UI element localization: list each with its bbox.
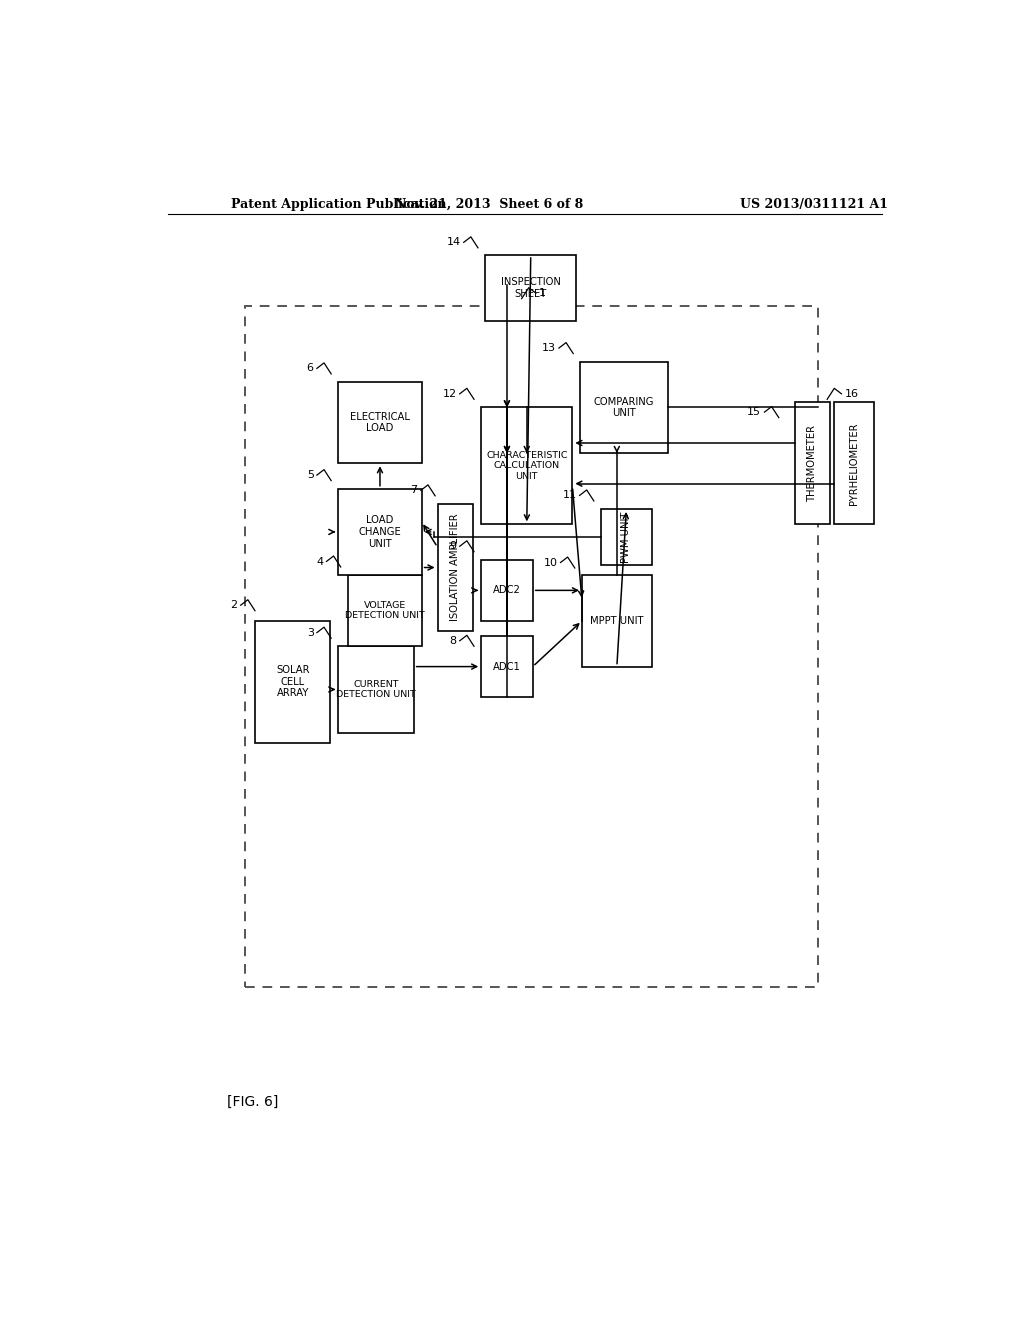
Text: MPPT UNIT: MPPT UNIT <box>590 616 644 626</box>
Text: 3: 3 <box>307 627 313 638</box>
Bar <box>835 403 874 524</box>
Text: Patent Application Publication: Patent Application Publication <box>231 198 446 211</box>
Text: 6: 6 <box>307 363 313 374</box>
Bar <box>485 255 577 321</box>
Text: ADC2: ADC2 <box>493 585 521 595</box>
Text: 4: 4 <box>316 557 324 566</box>
Text: VOLTAGE
DETECTION UNIT: VOLTAGE DETECTION UNIT <box>345 601 425 620</box>
Text: ISOLATION AMPLIFIER: ISOLATION AMPLIFIER <box>451 513 461 622</box>
Bar <box>582 576 652 667</box>
Text: SOLAR
CELL
ARRAY: SOLAR CELL ARRAY <box>275 665 309 698</box>
Text: COMPARING
UNIT: COMPARING UNIT <box>594 396 654 418</box>
Text: 16: 16 <box>845 389 858 399</box>
Bar <box>601 510 652 565</box>
Text: 14: 14 <box>446 238 461 247</box>
Text: ELECTRICAL
LOAD: ELECTRICAL LOAD <box>350 412 410 433</box>
Text: US 2013/0311121 A1: US 2013/0311121 A1 <box>740 198 889 211</box>
Text: ADC1: ADC1 <box>493 661 521 672</box>
Text: CURRENT
DETECTION UNIT: CURRENT DETECTION UNIT <box>336 680 416 700</box>
Text: 5: 5 <box>307 470 313 480</box>
Text: 10: 10 <box>544 557 557 568</box>
Text: 7: 7 <box>411 486 418 495</box>
Bar <box>481 560 532 620</box>
Bar <box>338 647 414 733</box>
Text: CHARACTERISTIC
CALCULATION
UNIT: CHARACTERISTIC CALCULATION UNIT <box>486 451 567 480</box>
Text: PYRHELIOMETER: PYRHELIOMETER <box>849 422 859 504</box>
Bar <box>795 403 830 524</box>
Bar <box>481 408 572 524</box>
Text: 2: 2 <box>230 601 238 610</box>
Bar <box>338 381 422 463</box>
Bar <box>581 362 668 453</box>
Bar <box>338 488 422 576</box>
Bar <box>348 576 422 647</box>
Text: 9: 9 <box>450 541 457 552</box>
Text: 8: 8 <box>450 636 457 645</box>
Text: THERMOMETER: THERMOMETER <box>808 425 817 502</box>
Text: PWM UNIT: PWM UNIT <box>622 511 632 562</box>
Bar <box>481 636 532 697</box>
Text: 1: 1 <box>539 288 546 298</box>
Text: 15: 15 <box>748 407 761 417</box>
Bar <box>437 504 473 631</box>
Text: LOAD
CHANGE
UNIT: LOAD CHANGE UNIT <box>358 515 401 549</box>
Text: [FIG. 6]: [FIG. 6] <box>227 1094 279 1109</box>
Text: Nov. 21, 2013  Sheet 6 of 8: Nov. 21, 2013 Sheet 6 of 8 <box>395 198 584 211</box>
Bar <box>246 306 818 987</box>
Bar <box>255 620 331 743</box>
Text: INSPECTION
SHEET: INSPECTION SHEET <box>501 277 561 298</box>
Text: 13: 13 <box>542 343 556 352</box>
Text: 12: 12 <box>442 389 457 399</box>
Text: 11: 11 <box>562 491 577 500</box>
